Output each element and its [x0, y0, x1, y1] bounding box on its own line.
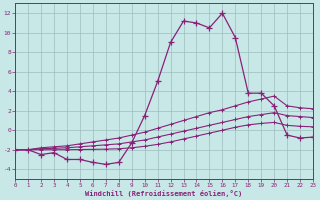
X-axis label: Windchill (Refroidissement éolien,°C): Windchill (Refroidissement éolien,°C): [85, 190, 243, 197]
